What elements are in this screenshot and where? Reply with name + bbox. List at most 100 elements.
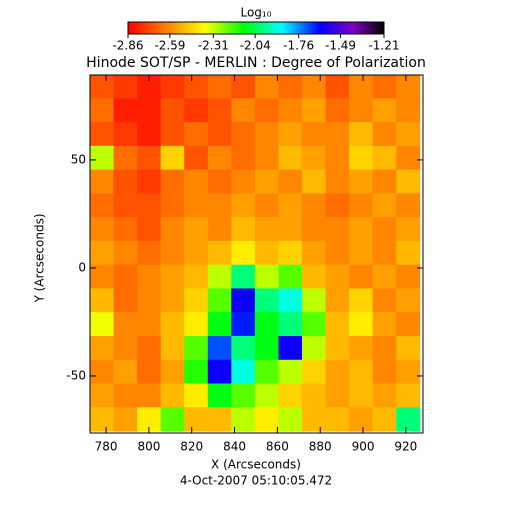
heatmap-cell (90, 169, 115, 194)
heatmap-cell (349, 122, 374, 147)
heatmap-cell (302, 383, 327, 408)
heatmap-cell (207, 264, 232, 289)
y-tick-label: 0 (78, 260, 86, 274)
heatmap-cell (231, 145, 256, 171)
heatmap-cell (231, 240, 256, 266)
y-tick-label: -50 (66, 368, 86, 382)
heatmap-cell (137, 145, 162, 171)
heatmap-cell (113, 240, 138, 266)
heatmap-cell (231, 217, 256, 242)
heatmap-cell (349, 359, 374, 385)
plot-frame (89, 74, 424, 434)
heatmap-cell (231, 359, 256, 385)
heatmap-cell (90, 122, 115, 147)
x-tick-label: 880 (309, 440, 332, 454)
colorbar (127, 21, 385, 35)
heatmap-cell (231, 288, 256, 313)
heatmap-cell (349, 75, 374, 99)
heatmap-cell (90, 288, 115, 313)
heatmap-cell (113, 335, 138, 361)
heatmap-cell (278, 240, 303, 266)
heatmap-cell (349, 145, 374, 171)
heatmap-cell (137, 75, 162, 99)
heatmap-cell (231, 122, 256, 147)
heatmap-cell (160, 407, 185, 432)
heatmap-cell (207, 240, 232, 266)
x-tick-label: 840 (223, 440, 246, 454)
heatmap-cell (278, 98, 303, 123)
y-axis-label: Y (Arcseconds) (33, 213, 47, 303)
heatmap-cell (207, 75, 232, 99)
heatmap-cell (302, 335, 327, 361)
colorbar-tick-label: -2.04 (240, 39, 271, 53)
heatmap-cell (184, 383, 209, 408)
heatmap-cell (137, 359, 162, 385)
heatmap-cell (90, 407, 115, 432)
heatmap-cell (254, 359, 279, 385)
heatmap-cell (278, 359, 303, 385)
heatmap-cell (207, 122, 232, 147)
colorbar-tick-label: -1.49 (325, 39, 356, 53)
chart-title: Hinode SOT/SP - MERLIN : Degree of Polar… (86, 55, 426, 71)
heatmap-cell (90, 335, 115, 361)
heatmap-cell (137, 193, 162, 218)
heatmap-cell (254, 122, 279, 147)
heatmap-cell (137, 312, 162, 337)
heatmap-cell (160, 217, 185, 242)
heatmap-cell (207, 359, 232, 385)
heatmap-cell (278, 312, 303, 337)
heatmap-cell (184, 240, 209, 266)
heatmap-cell (137, 122, 162, 147)
heatmap-cell (254, 169, 279, 194)
heatmap-cell (349, 407, 374, 432)
colorbar-tick-label: -1.76 (283, 39, 314, 53)
heatmap-cell (325, 75, 350, 99)
heatmap-cell (113, 169, 138, 194)
heatmap-cell (254, 312, 279, 337)
heatmap-cell (302, 264, 327, 289)
heatmap-cell (372, 98, 397, 123)
heatmap-cell (160, 335, 185, 361)
heatmap-cell (325, 193, 350, 218)
heatmap-cell (302, 312, 327, 337)
heatmap-cell (325, 383, 350, 408)
heatmap-cell (137, 240, 162, 266)
heatmap-cell (325, 264, 350, 289)
heatmap-cell (90, 312, 115, 337)
heatmap-cell (160, 145, 185, 171)
heatmap-cell (137, 98, 162, 123)
heatmap-cell (396, 383, 421, 408)
heatmap-cell (325, 122, 350, 147)
heatmap-cell (254, 288, 279, 313)
heatmap-cell (254, 264, 279, 289)
heatmap-cell (137, 169, 162, 194)
heatmap-cell (372, 193, 397, 218)
heatmap-cell (184, 122, 209, 147)
x-tick-label: 800 (137, 440, 160, 454)
heatmap-cell (113, 288, 138, 313)
heatmap-cell (90, 240, 115, 266)
heatmap-cell (278, 383, 303, 408)
heatmap-cell (113, 217, 138, 242)
heatmap-cell (160, 288, 185, 313)
heatmap-cell (302, 122, 327, 147)
heatmap-cell (137, 264, 162, 289)
heatmap-cell (396, 122, 421, 147)
heatmap-cell (137, 383, 162, 408)
heatmap-cell (254, 335, 279, 361)
heatmap-cell (396, 217, 421, 242)
heatmap-cell (160, 122, 185, 147)
heatmap-cell (184, 312, 209, 337)
heatmap-cell (113, 264, 138, 289)
heatmap-cell (231, 169, 256, 194)
heatmap-cell (90, 359, 115, 385)
heatmap-cell (278, 193, 303, 218)
heatmap-cell (254, 217, 279, 242)
heatmap-cell (254, 407, 279, 432)
heatmap-cell (372, 75, 397, 99)
heatmap-cell (90, 145, 115, 171)
heatmap-cell (90, 383, 115, 408)
x-tick-label: 900 (352, 440, 375, 454)
x-tick-label: 920 (394, 440, 417, 454)
y-tick-label: 50 (71, 152, 86, 166)
